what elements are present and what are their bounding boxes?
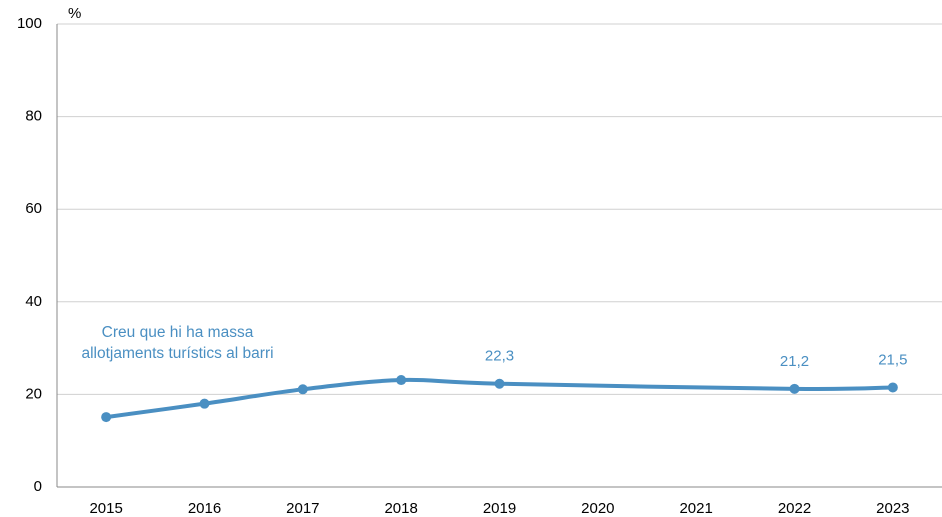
x-tick-label: 2021 [679, 500, 712, 517]
y-axis-label: % [68, 5, 81, 22]
point [494, 378, 505, 389]
y-tick-label: 40 [25, 293, 42, 310]
point [396, 375, 407, 386]
point [199, 398, 210, 409]
series-annotation: Creu que hi ha massa allotjaments turíst… [81, 324, 274, 362]
y-tick-label: 60 [25, 200, 42, 217]
x-tick-label: 2019 [483, 500, 516, 517]
y-tick-label: 20 [25, 385, 42, 402]
x-tick-label: 2023 [876, 500, 909, 517]
point [887, 382, 898, 393]
data-label: 21,5 [878, 351, 907, 368]
y-tick-label: 100 [17, 15, 42, 32]
data-label: 22,3 [485, 348, 514, 365]
x-tick-label: 2020 [581, 500, 614, 517]
y-tick-label: 0 [34, 478, 42, 495]
point [297, 384, 308, 395]
x-tick-label: 2016 [188, 500, 221, 517]
y-tick-label: 80 [25, 108, 42, 125]
x-tick-label: 2015 [89, 500, 122, 517]
point [101, 412, 112, 423]
x-tick-label: 2017 [286, 500, 319, 517]
point [789, 383, 800, 394]
x-tick-label: 2018 [384, 500, 417, 517]
x-tick-label: 2022 [778, 500, 811, 517]
data-label: 21,2 [780, 353, 809, 370]
series-line [105, 377, 893, 420]
